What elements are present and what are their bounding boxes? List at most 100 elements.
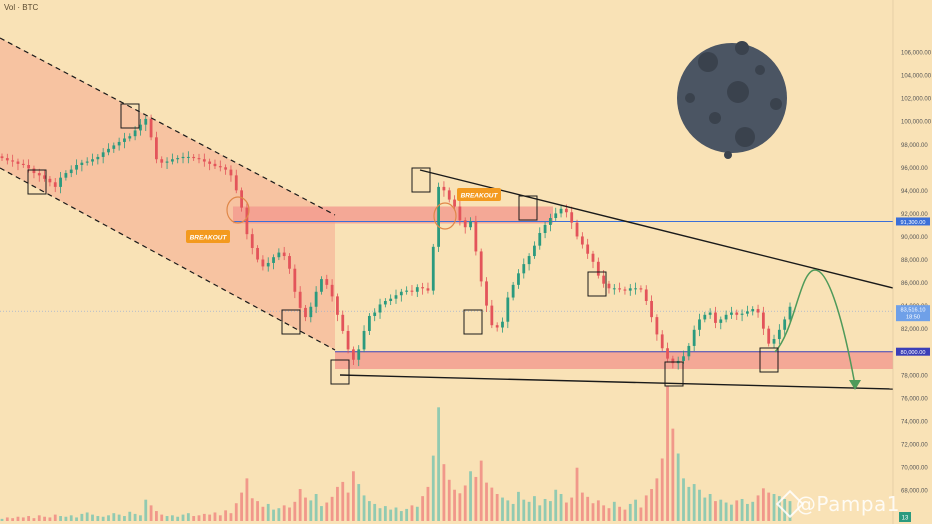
volume-bar [639, 507, 643, 521]
volume-bar [362, 495, 366, 521]
candle-body [538, 232, 542, 246]
candle-body [208, 161, 212, 164]
highlight-box [330, 359, 350, 385]
volume-bar [405, 508, 409, 521]
candle-body [107, 148, 110, 153]
volume-bar [341, 481, 345, 521]
volume-bar [543, 498, 547, 521]
candle-body [357, 349, 361, 360]
candle-body [777, 329, 781, 340]
candle-body [751, 309, 755, 312]
moon-crater [724, 151, 732, 159]
y-tick-label: 90,000.00 [901, 235, 928, 241]
volume-bar [144, 499, 148, 521]
volume-bar [740, 498, 744, 521]
volume-bar [91, 514, 94, 521]
volume-bar [447, 479, 451, 521]
candle-body [692, 329, 696, 346]
volume-bar [383, 506, 387, 521]
candle-body [612, 288, 616, 290]
volume-bar [304, 497, 307, 521]
candle-body [474, 221, 478, 252]
volume-bar [772, 494, 776, 521]
candle-body [410, 290, 414, 292]
candle-body [442, 186, 446, 191]
candle-body [314, 291, 318, 307]
candle-body [256, 247, 259, 260]
candle-body [495, 325, 499, 328]
candle-body [527, 256, 531, 265]
volume-bar [250, 498, 254, 521]
volume-bar [596, 500, 600, 521]
candle-body [37, 173, 41, 176]
volume-bar [788, 501, 792, 521]
candle-body [506, 297, 510, 322]
volume-bar [554, 489, 558, 521]
candle-body [27, 164, 31, 169]
y-tick-label: 76,000.00 [901, 396, 928, 402]
volume-bar [511, 503, 515, 521]
y-tick-label: 88,000.00 [901, 258, 928, 264]
volume-bar [751, 501, 755, 521]
candle-body [341, 314, 345, 331]
candle-body [96, 156, 100, 160]
volume-bar [123, 516, 126, 521]
resistance-price-badge [896, 217, 930, 226]
candle-body [431, 246, 435, 291]
candle-body [596, 261, 600, 276]
volume-bar [128, 511, 132, 521]
volume-bar [202, 513, 206, 521]
projection-arrow-icon [849, 380, 861, 390]
volume-bar [261, 506, 265, 521]
candle-body [362, 330, 366, 350]
volume-bar [426, 486, 430, 521]
candle-body [575, 222, 579, 237]
volume-bar [495, 494, 499, 521]
volume-bar [293, 501, 297, 521]
volume-bar [218, 515, 222, 521]
volume-bar [692, 484, 696, 521]
volume-bar [282, 505, 286, 521]
volume-bar [453, 489, 456, 521]
candle-body [437, 186, 440, 247]
resistance-zone [233, 206, 553, 224]
volume-bar [549, 501, 552, 521]
moon-crater [685, 93, 695, 103]
volume-bar [538, 505, 542, 521]
candle-body [458, 206, 462, 221]
volume-bar [783, 498, 787, 521]
volume-bar [527, 501, 531, 521]
candle-body [383, 300, 387, 305]
watermark: @Pampa1 [795, 492, 900, 516]
volume-bar [170, 515, 174, 521]
volume-bar [112, 513, 116, 521]
candle-body [549, 218, 552, 225]
volume-bar [213, 512, 217, 521]
volume-bar [240, 492, 243, 521]
volume-bar [628, 503, 632, 521]
candle-body [586, 244, 590, 254]
volume-bar [421, 496, 425, 521]
candle-body [309, 306, 313, 318]
candle-body [261, 259, 265, 267]
candle-body [421, 287, 425, 289]
candle-body [591, 253, 595, 262]
candle-body [714, 312, 717, 323]
y-tick-label: 94,000.00 [901, 189, 928, 195]
volume-bar [708, 494, 712, 521]
y-tick-label: 78,000.00 [901, 373, 928, 379]
volume-bar [410, 505, 414, 521]
highlight-box [518, 195, 538, 221]
volume-bar [101, 516, 105, 521]
current-price-badge [896, 305, 930, 322]
candle-body [687, 345, 691, 357]
volume-bar [330, 496, 334, 521]
candle-body [698, 319, 701, 330]
y-tick-label: 86,000.00 [901, 281, 928, 287]
candle-body [405, 290, 409, 292]
volume-bar [75, 517, 78, 521]
candle-body [80, 162, 84, 165]
volume-bar [399, 511, 403, 521]
